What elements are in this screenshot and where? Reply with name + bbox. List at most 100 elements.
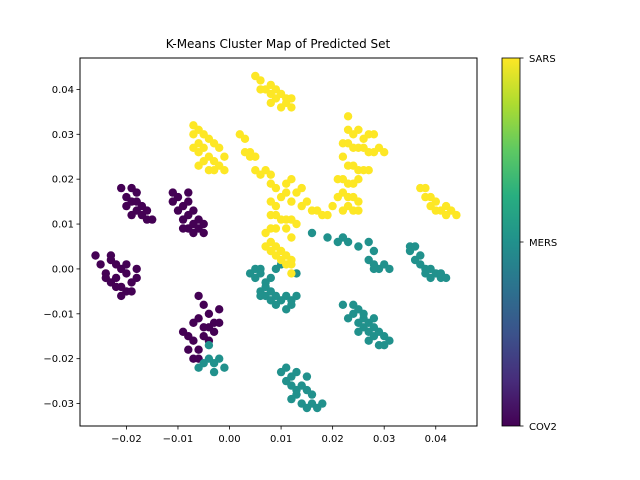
scatter-point — [282, 251, 291, 260]
scatter-point — [251, 152, 260, 161]
scatter-point — [302, 197, 312, 206]
scatter-point — [220, 152, 229, 161]
scatter-point — [122, 269, 131, 278]
scatter-point — [338, 300, 348, 309]
scatter-point — [215, 318, 224, 327]
x-tick-label: −0.01 — [163, 434, 194, 445]
plot-frame — [79, 57, 478, 427]
scatter-point — [441, 273, 451, 283]
scatter-point — [354, 206, 363, 215]
x-tick-label: −0.02 — [111, 434, 142, 445]
chart-title: K-Means Cluster Map of Predicted Set — [166, 37, 391, 51]
scatter-point — [385, 336, 394, 345]
scatter-point — [199, 228, 208, 238]
scatter-point — [117, 183, 126, 193]
scatter-point — [111, 273, 121, 283]
scatter-point — [132, 264, 141, 274]
scatter-point — [369, 264, 379, 274]
scatter-point — [204, 341, 214, 350]
scatter-point — [132, 188, 141, 197]
scatter-point — [271, 224, 281, 233]
scatter-point — [287, 269, 296, 278]
scatter-point — [323, 210, 332, 220]
scatter-point — [410, 242, 420, 251]
scatter-point — [318, 399, 327, 408]
scatter-point — [142, 206, 152, 215]
colorbar-tick-label: MERS — [529, 238, 557, 249]
scatter-point — [338, 152, 348, 161]
scatter-point — [256, 269, 265, 278]
scatter-point — [189, 318, 198, 327]
scatter-point — [354, 175, 363, 184]
scatter-point — [343, 112, 353, 121]
scatter-point — [287, 197, 296, 206]
scatter-point — [199, 332, 208, 341]
scatter-point — [364, 237, 373, 247]
scatter-point — [111, 282, 121, 292]
x-tick-label: 0.03 — [373, 434, 395, 445]
scatter-point — [354, 125, 363, 134]
scatter-point — [199, 143, 208, 152]
colorbar — [501, 57, 521, 427]
scatter-point — [302, 372, 312, 381]
scatter-point — [256, 76, 265, 85]
x-tick-label: 0.02 — [322, 434, 344, 445]
scatter-point — [343, 237, 353, 247]
y-tick-label: 0.00 — [52, 264, 74, 275]
scatter-point — [148, 215, 157, 224]
scatter-point — [323, 233, 332, 242]
scatter-point — [292, 367, 301, 377]
scatter-point — [266, 80, 275, 90]
scatter-point — [266, 170, 275, 179]
scatter-point — [307, 390, 317, 399]
scatter-point — [173, 192, 183, 202]
scatter-point — [287, 175, 296, 184]
scatter-point — [297, 183, 306, 193]
scatter-point — [282, 188, 291, 197]
y-tick-label: −0.03 — [43, 399, 74, 410]
y-tick-label: 0.03 — [52, 130, 74, 141]
scatter-point — [209, 367, 219, 377]
scatter-point — [421, 183, 430, 193]
scatter-point — [204, 309, 214, 318]
scatter-point — [364, 166, 373, 175]
scatter-point — [271, 183, 281, 193]
scatter-point — [127, 287, 136, 296]
scatter-point — [194, 161, 203, 170]
scatter-point — [215, 143, 224, 152]
scatter-point — [369, 130, 379, 139]
scatter-point — [194, 345, 203, 354]
scatter-point — [240, 134, 250, 143]
scatter-point — [343, 314, 353, 323]
scatter-point — [199, 219, 208, 229]
y-tick-label: 0.04 — [52, 85, 74, 96]
scatter-point — [266, 273, 275, 283]
scatter-point — [132, 197, 141, 206]
scatter-point — [261, 228, 270, 238]
scatter-point — [328, 201, 337, 211]
scatter-point — [184, 188, 193, 197]
scatter-point — [287, 233, 296, 242]
scatter-point — [416, 251, 425, 260]
scatter-point — [189, 143, 198, 152]
x-tick-label: 0.00 — [218, 434, 240, 445]
scatter-point — [338, 206, 348, 215]
scatter-point — [127, 210, 136, 220]
colorbar-tick-label: COV2 — [529, 422, 557, 433]
scatter-point — [261, 242, 270, 251]
scatter-point — [204, 323, 214, 332]
scatter-point — [271, 201, 281, 211]
x-axis: −0.02 −0.01 0.00 0.01 0.02 0.03 0.04 — [111, 426, 447, 445]
scatter-point — [282, 224, 291, 233]
y-axis: −0.03 −0.02 −0.01 0.00 0.01 0.02 0.03 0.04 — [43, 85, 80, 410]
scatter-point — [287, 94, 296, 103]
scatter-point — [287, 103, 296, 112]
points-layer — [91, 71, 461, 413]
scatter-point — [380, 148, 389, 157]
scatter-point — [91, 251, 100, 260]
scatter-point — [369, 246, 379, 256]
x-tick-label: 0.01 — [270, 434, 292, 445]
scatter-point — [292, 390, 301, 399]
scatter-point — [426, 264, 435, 274]
